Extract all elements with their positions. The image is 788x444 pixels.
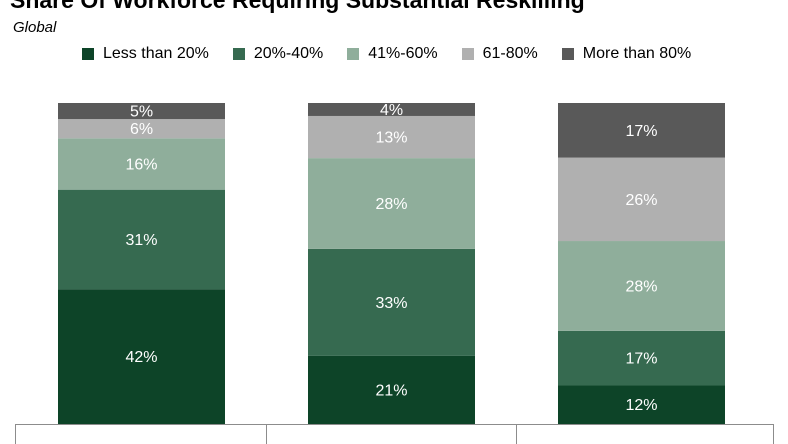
data-label: 31% bbox=[125, 232, 157, 249]
bar-segment bbox=[58, 119, 225, 139]
legend-item-less-than-20: Less than 20% bbox=[82, 45, 209, 63]
legend-label: 41%-60% bbox=[368, 45, 438, 62]
legend-swatch bbox=[82, 48, 94, 60]
data-label: 28% bbox=[625, 278, 657, 295]
bar-segment bbox=[58, 189, 225, 290]
bar-segment bbox=[308, 115, 475, 159]
data-label: 33% bbox=[375, 295, 407, 312]
data-label: 21% bbox=[375, 382, 407, 399]
bar-segment bbox=[308, 355, 475, 424]
data-label: 6% bbox=[130, 121, 153, 138]
data-label: 28% bbox=[375, 196, 407, 213]
bar-segment bbox=[308, 103, 475, 116]
chart-subtitle: Global bbox=[13, 19, 57, 36]
data-label: 13% bbox=[375, 130, 407, 147]
legend-item-41-60: 41%-60% bbox=[347, 45, 438, 63]
bar-segment bbox=[308, 248, 475, 356]
data-label: 4% bbox=[380, 102, 403, 119]
bar-segment bbox=[58, 289, 225, 424]
chart-title: Share Of Workforce Requiring Substantial… bbox=[10, 0, 585, 13]
bar-segment bbox=[308, 158, 475, 249]
bar-segment bbox=[558, 241, 725, 331]
legend-label: Less than 20% bbox=[103, 45, 209, 62]
data-label: 17% bbox=[625, 123, 657, 140]
legend-label: 61-80% bbox=[482, 45, 538, 62]
legend-item-61-80: 61-80% bbox=[461, 45, 538, 63]
data-label: 12% bbox=[625, 397, 657, 414]
legend-label: 20%-40% bbox=[253, 45, 324, 62]
legend-swatch bbox=[347, 48, 360, 60]
data-label: 17% bbox=[625, 351, 657, 368]
bar-segment bbox=[558, 157, 725, 242]
legend-item-more-than-80: More than 80% bbox=[561, 45, 692, 63]
legend-item-20-40: 20%-40% bbox=[232, 45, 324, 63]
data-label: 5% bbox=[130, 104, 153, 121]
legend-swatch bbox=[232, 48, 245, 60]
bar-segment bbox=[558, 330, 725, 386]
bar-segment bbox=[558, 103, 725, 158]
data-label: 16% bbox=[125, 156, 157, 173]
bar-segment bbox=[58, 138, 225, 190]
bar-segment bbox=[58, 103, 225, 120]
legend: Less than 20% 20%-40% 41%-60% 61-80% Mor… bbox=[82, 45, 715, 63]
legend-swatch bbox=[461, 48, 474, 60]
legend-swatch bbox=[561, 48, 574, 60]
bar-segment bbox=[558, 385, 725, 424]
data-label: 26% bbox=[625, 192, 657, 209]
data-label: 42% bbox=[125, 349, 157, 366]
legend-label: More than 80% bbox=[582, 45, 692, 62]
